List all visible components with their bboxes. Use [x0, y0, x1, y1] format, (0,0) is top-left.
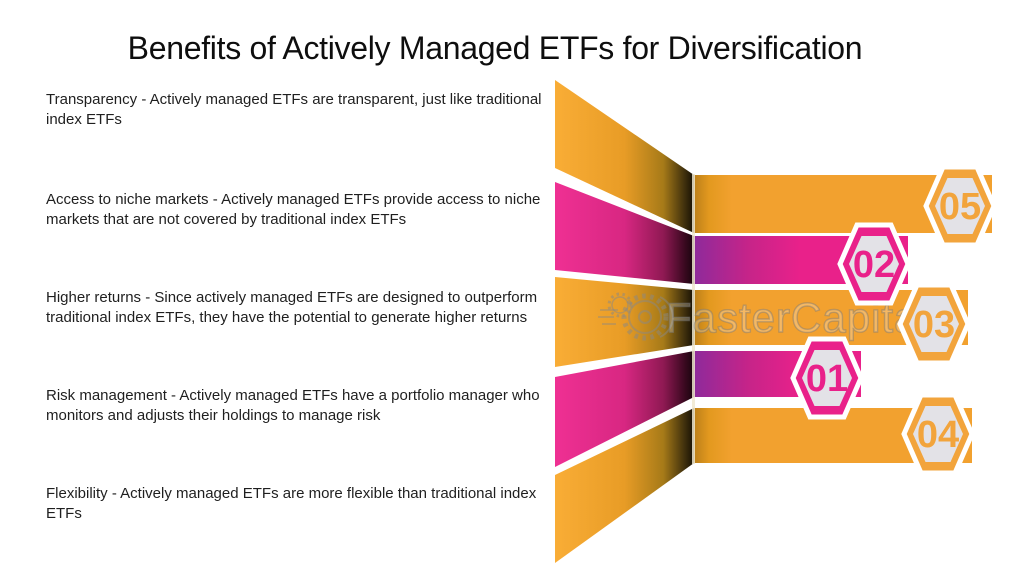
hexagon-fill: [913, 406, 963, 462]
funnel-band-4: [555, 351, 694, 467]
benefit-item-flexibility: Flexibility - Actively managed ETFs are …: [46, 485, 537, 522]
page-title: Benefits of Actively Managed ETFs for Di…: [127, 30, 863, 67]
badge-hexagon-04: 04: [901, 392, 975, 476]
badge-number: 01: [806, 358, 848, 400]
badge-hexagon-03: 03: [897, 282, 971, 366]
funnel-band-5: [555, 408, 694, 563]
gear-icon: [598, 292, 674, 341]
watermark-text: FasterCapital: [666, 294, 929, 341]
hexagon-fill: [802, 350, 852, 406]
funnel-band-1: [555, 80, 694, 233]
hexagon-fill: [935, 178, 985, 234]
badge-number: 02: [853, 244, 895, 286]
benefit-item-niche-markets: Access to niche markets - Actively manag…: [46, 191, 541, 228]
benefit-item-transparency: Transparency - Actively managed ETFs are…: [46, 91, 542, 128]
badge-number: 03: [913, 304, 955, 346]
badge-hexagon-01: 01: [790, 336, 864, 420]
benefit-item-risk-management: Risk management - Actively managed ETFs …: [46, 387, 540, 424]
badge-hexagon-02: 02: [837, 222, 911, 306]
funnel-band-2: [555, 182, 694, 284]
hexagon-fill: [849, 236, 899, 292]
badge-hexagon-05: 05: [923, 164, 997, 248]
funnel-wall: [555, 80, 694, 563]
hexagon-fill: [909, 296, 959, 352]
benefit-item-higher-returns: Higher returns - Since actively managed …: [46, 289, 538, 326]
fold-highlight: [692, 174, 695, 464]
badge-number: 04: [917, 414, 959, 456]
badge-number: 05: [939, 186, 981, 228]
watermark: FasterCapital: [598, 292, 929, 342]
